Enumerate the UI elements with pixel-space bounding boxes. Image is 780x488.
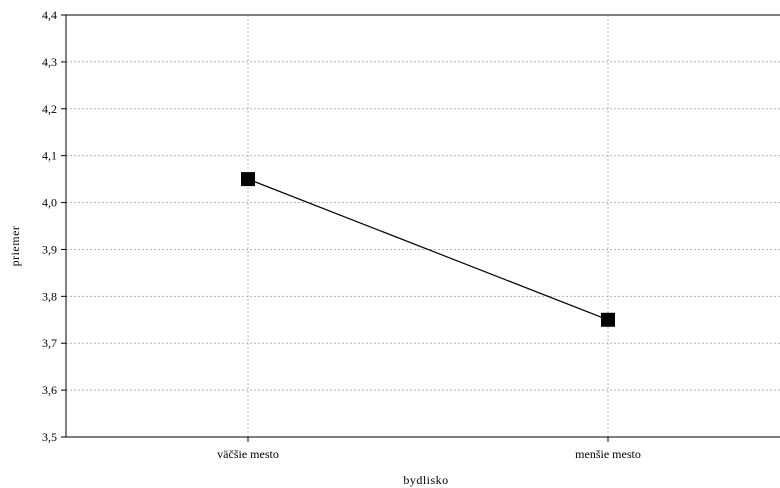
- grid-lines: [66, 15, 780, 437]
- data-point-marker: [241, 172, 255, 187]
- x-axis-title: bydlisko: [403, 473, 448, 487]
- series-line: [247, 178, 609, 321]
- y-tick-label: 3,7: [42, 336, 57, 350]
- series-group: [241, 172, 615, 327]
- x-tick-label: menšie mesto: [575, 447, 641, 461]
- y-tick-label: 3,8: [42, 289, 57, 303]
- y-tick-label: 4,2: [42, 102, 57, 116]
- y-tick-label: 3,9: [42, 242, 57, 256]
- y-tick-label: 4,3: [42, 55, 57, 69]
- y-ticks: 3,5 3,6 3,7 3,8 3,9 4,0 4,1 4,2 4,3 4,4: [42, 8, 66, 444]
- y-tick-label: 4,0: [42, 196, 57, 210]
- axes: [65, 14, 780, 438]
- y-tick-label: 4,1: [42, 149, 57, 163]
- data-point-marker: [601, 312, 615, 327]
- x-tick-label: väčšie mesto: [217, 447, 279, 461]
- y-tick-label: 4,4: [42, 8, 57, 22]
- y-tick-label: 3,5: [42, 430, 57, 444]
- y-axis-title: priemer: [8, 226, 22, 267]
- x-ticks: väčšie mesto menšie mesto: [217, 437, 641, 461]
- y-tick-label: 3,6: [42, 383, 57, 397]
